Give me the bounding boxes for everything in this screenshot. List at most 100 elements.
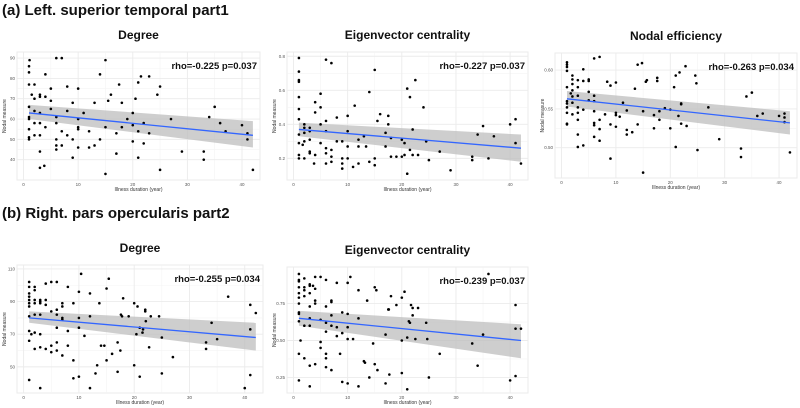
data-point	[384, 382, 387, 385]
data-point	[414, 78, 417, 82]
data-point	[308, 291, 312, 295]
data-point	[386, 123, 390, 126]
data-point	[33, 285, 36, 289]
y-tick-label: 50	[10, 364, 16, 369]
data-point	[514, 303, 517, 307]
data-point	[299, 339, 302, 342]
data-point	[313, 287, 317, 291]
x-tick-label: 20	[668, 180, 674, 185]
data-point	[171, 355, 175, 359]
data-point	[44, 298, 48, 302]
data-point	[603, 113, 607, 116]
data-point	[55, 121, 58, 125]
data-point	[335, 334, 339, 338]
data-point	[403, 290, 406, 293]
data-point	[134, 97, 137, 101]
data-point	[297, 272, 301, 276]
data-point	[565, 85, 569, 89]
y-tick-label: 0.55	[544, 106, 553, 111]
data-point	[678, 71, 681, 74]
panel-b-title: (b) Right. pars opercularis part2	[2, 205, 230, 222]
x-tick-label: 40	[508, 182, 514, 187]
data-point	[131, 111, 135, 115]
data-point	[373, 285, 377, 289]
data-point	[335, 325, 339, 329]
data-point	[38, 95, 42, 98]
data-point	[61, 354, 64, 357]
data-point	[204, 347, 208, 351]
x-tick-label: 20	[399, 395, 405, 400]
data-point	[677, 114, 680, 118]
correlation-annotation: rho=-0.263 p=0.034	[708, 62, 794, 73]
data-point	[55, 148, 58, 151]
data-point	[717, 137, 721, 141]
data-point	[633, 87, 637, 91]
data-point	[438, 352, 442, 356]
data-point	[27, 127, 31, 131]
data-point	[353, 104, 356, 107]
data-point	[476, 364, 479, 367]
data-point	[38, 166, 42, 170]
data-point	[685, 124, 688, 128]
data-point	[103, 344, 106, 347]
data-point	[55, 349, 59, 352]
data-point	[481, 124, 485, 128]
data-point	[76, 87, 80, 90]
y-tick-label: 0.8	[279, 54, 286, 59]
data-point	[297, 56, 301, 60]
y-tick-label: 50	[10, 137, 16, 142]
data-point	[55, 280, 59, 284]
data-point	[55, 308, 59, 312]
data-point	[652, 113, 656, 117]
data-point	[514, 374, 517, 378]
y-axis-label: Nodal measure	[272, 313, 278, 347]
data-point	[139, 75, 143, 78]
data-point	[297, 107, 301, 111]
regression-line	[29, 317, 256, 339]
data-point	[324, 330, 328, 333]
data-point	[373, 163, 377, 167]
data-point	[218, 121, 222, 125]
x-tick-label: 10	[76, 395, 82, 400]
data-point	[576, 94, 580, 98]
x-tick-label: 10	[613, 180, 619, 185]
data-point	[313, 299, 317, 302]
data-point	[49, 350, 53, 354]
x-tick-label: 30	[185, 182, 191, 187]
y-axis-label: Nodal measure	[540, 98, 546, 132]
data-point	[346, 281, 349, 285]
data-point	[614, 81, 618, 84]
data-point	[144, 319, 148, 323]
data-point	[324, 119, 328, 123]
data-point	[371, 342, 375, 345]
data-point	[136, 156, 140, 159]
data-point	[349, 275, 352, 279]
data-point	[508, 123, 512, 126]
x-tick-label: 30	[453, 182, 459, 187]
data-point	[44, 73, 47, 76]
data-point	[324, 58, 328, 61]
data-point	[251, 168, 255, 172]
data-point	[105, 359, 108, 362]
data-point	[38, 121, 42, 125]
y-tick-label: 0.2	[279, 156, 286, 161]
data-point	[330, 148, 333, 152]
data-point	[672, 85, 676, 89]
data-point	[76, 127, 80, 131]
data-point	[368, 90, 371, 94]
x-tick-label: 10	[76, 182, 82, 187]
data-point	[43, 164, 46, 168]
data-point	[49, 280, 53, 284]
data-point	[180, 150, 184, 153]
data-point	[739, 147, 743, 150]
data-point	[481, 333, 485, 336]
data-point	[27, 292, 31, 295]
data-point	[297, 296, 301, 299]
data-point	[319, 123, 322, 126]
data-point	[297, 117, 301, 121]
y-tick-label: 0.25	[276, 375, 285, 380]
data-point	[508, 379, 512, 382]
data-point	[131, 123, 135, 127]
data-point	[308, 151, 312, 155]
data-point	[33, 298, 36, 302]
